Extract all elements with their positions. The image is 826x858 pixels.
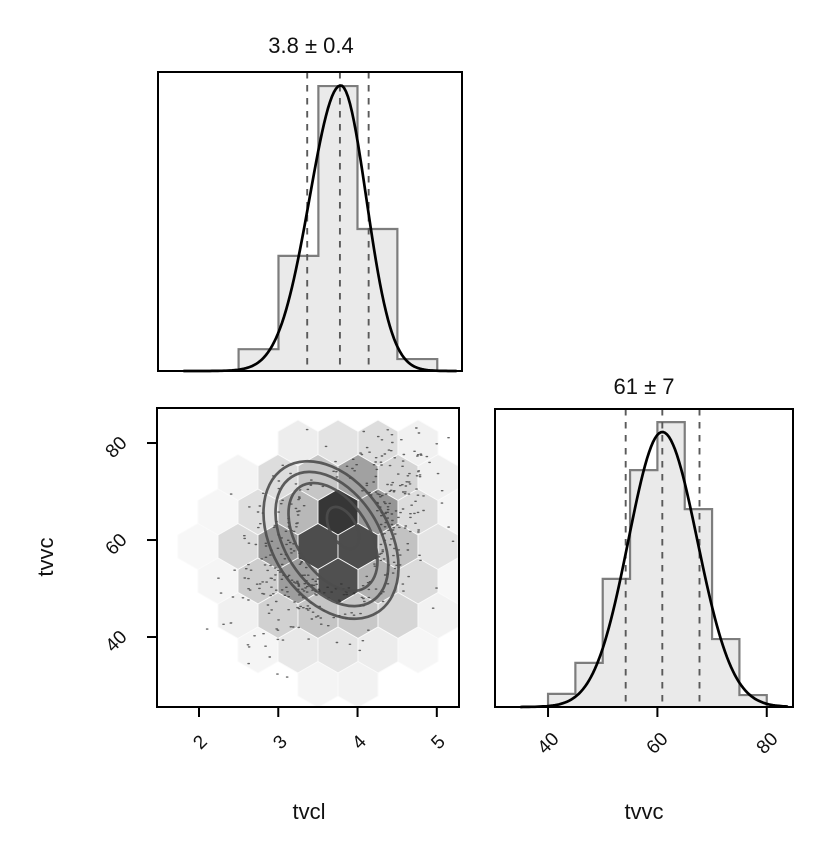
joint-frame-layer [147,407,460,717]
tvvc-ticks-layer [547,708,768,717]
x-axis-label-tvcl: tvcl [292,799,326,824]
density-contour-0 [325,505,361,551]
tvvc-marginal-panel [494,408,794,709]
hexbin-layer [177,419,458,706]
histogram-outline [546,421,768,707]
hex-bin [397,626,439,674]
x-axis-label-tvvc: tvvc [624,799,664,824]
hex-bin [337,660,379,706]
density-contour-1 [287,481,379,593]
scatter-layer [205,427,455,678]
kde-curve [519,430,789,709]
panel-frame [157,71,463,372]
histogram-fill [238,86,438,371]
hex-bin [437,488,458,536]
density-contour-2 [274,470,390,608]
contour-layer [262,459,400,621]
density-contour-3 [262,459,400,621]
tvcl-marginal-panel [157,71,463,373]
tvvc-title: 61 ± 7 [613,374,675,399]
panel-frame [494,408,794,708]
scatter-points [205,427,455,678]
joint-panel [177,419,458,706]
y-axis-label-tvvc: tvvc [33,537,58,577]
panel-frame [156,407,460,708]
hex-bin [437,557,458,605]
tvcl-title: 3.8 ± 0.4 [268,33,354,58]
